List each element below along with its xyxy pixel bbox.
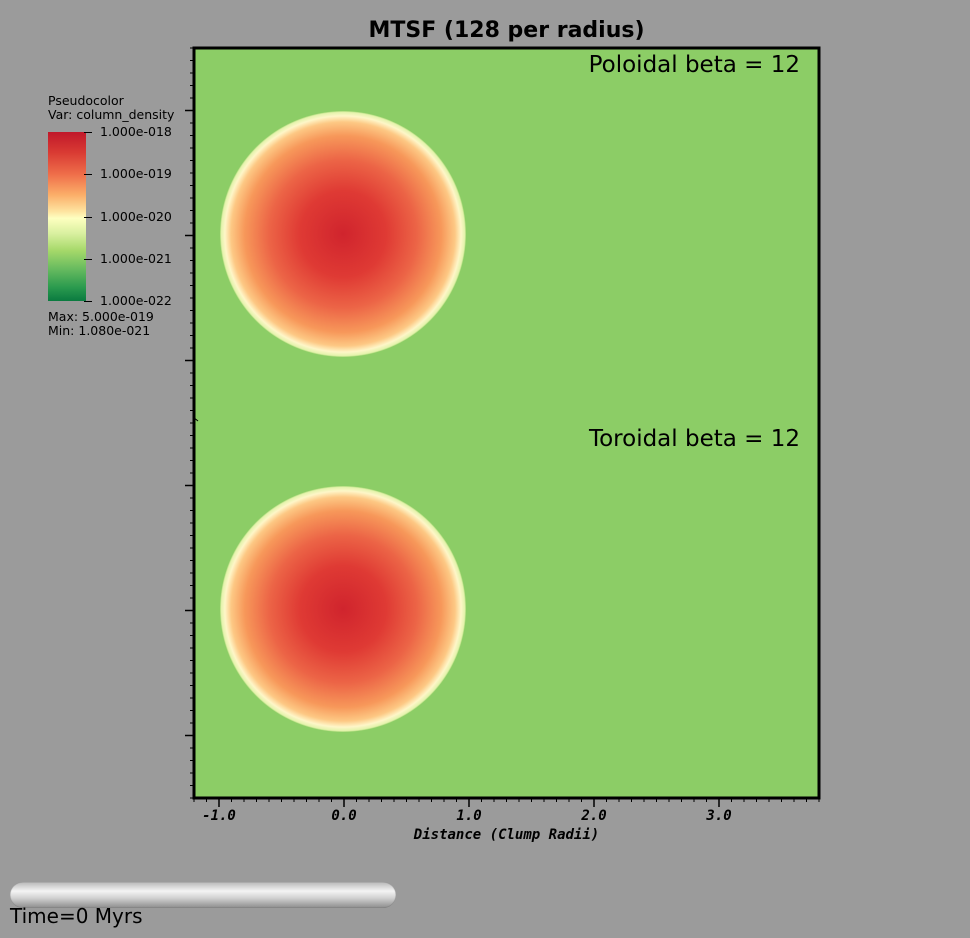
colorbar-legend: Pseudocolor Var: column_density 1.000e-0… xyxy=(48,94,198,354)
x-tick-label: 1.0 xyxy=(456,808,482,824)
clump-top xyxy=(220,111,466,357)
clump-bottom xyxy=(220,486,466,732)
x-tick-label: 2.0 xyxy=(581,808,607,824)
legend-max: Max: 5.000e-019 xyxy=(48,309,154,324)
colorbar-tick-label: 1.000e-020 xyxy=(100,208,172,224)
panel-label-toroidal: Toroidal beta = 12 xyxy=(588,426,800,452)
colorbar-gradient xyxy=(48,132,86,301)
colorbar-tick-label: 1.000e-022 xyxy=(100,293,172,308)
x-axis-ticks xyxy=(193,798,820,807)
panel-label-poloidal: Poloidal beta = 12 xyxy=(588,52,800,78)
legend-variable: Var: column_density xyxy=(48,107,175,122)
colorbar-tick-label: 1.000e-019 xyxy=(100,166,172,182)
x-tick-label: -1.0 xyxy=(202,808,236,824)
time-label: Time=0 Myrs xyxy=(10,904,143,928)
colorbar-tick-label: 1.000e-021 xyxy=(100,250,172,266)
colorbar-tick xyxy=(84,132,92,133)
time-slider[interactable] xyxy=(10,882,396,908)
colorbar-tick xyxy=(84,216,92,218)
colorbar-tick xyxy=(84,258,92,260)
axis-marker xyxy=(192,416,199,422)
plot-title: MTSF (128 per radius) xyxy=(368,18,645,43)
y-axis-ticks xyxy=(185,47,194,799)
colorbar-tick-label: 1.000e-018 xyxy=(100,124,172,139)
x-tick-label: 0.0 xyxy=(331,808,357,824)
colorbar-tick xyxy=(84,301,92,302)
colorbar-tick xyxy=(84,174,92,176)
legend-min: Min: 1.080e-021 xyxy=(48,323,151,338)
legend-title: Pseudocolor xyxy=(48,93,124,108)
x-tick-label: 3.0 xyxy=(706,808,732,824)
x-axis-label: Distance (Clump Radii) xyxy=(413,827,600,843)
